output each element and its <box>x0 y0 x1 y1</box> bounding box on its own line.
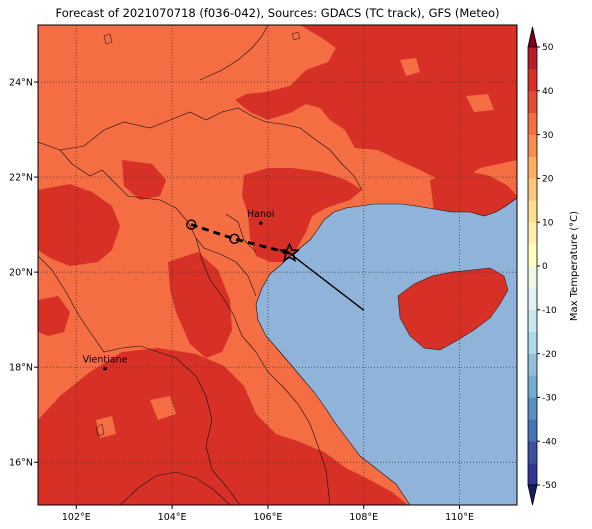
colorbar-segment <box>528 463 537 486</box>
forecast-track-line <box>190 223 290 255</box>
border-laos-north <box>59 149 257 297</box>
lake-3 <box>95 423 105 437</box>
colorbar-tick-label: 30 <box>542 131 554 141</box>
lake-1 <box>103 33 113 45</box>
lat-tick-label: 20°N <box>9 268 33 279</box>
patch-south <box>150 396 176 420</box>
colorbar-segment <box>528 375 537 398</box>
forecast-point <box>186 219 197 230</box>
current-position-star <box>278 242 301 263</box>
lat-tick-label: 24°N <box>9 78 33 89</box>
lon-tick-label: 106°E <box>253 512 282 523</box>
max-temp-20-30-patches <box>96 58 494 438</box>
colorbar-segment <box>528 112 537 135</box>
tc-track <box>186 219 365 311</box>
border-laos-west <box>38 255 241 505</box>
country-borders <box>38 25 363 505</box>
north-hot-region <box>235 25 517 180</box>
border-vietnam-inner <box>225 213 257 253</box>
colorbar-segment <box>528 222 537 245</box>
patch-e <box>466 94 494 112</box>
lat-tick-label: 22°N <box>9 173 33 184</box>
map-frame <box>37 24 518 506</box>
thailand-hot-region <box>38 296 70 336</box>
colorbar-tick-label: 50 <box>542 43 554 53</box>
south-hot-region <box>38 348 408 505</box>
past-track-line <box>289 252 365 311</box>
colorbar-segment <box>528 244 537 267</box>
city-dot <box>258 221 263 225</box>
colorbar-tick-label: -50 <box>542 481 557 491</box>
colorbar-tick-label: 10 <box>542 218 554 228</box>
colorbar-segment <box>528 200 537 223</box>
colorbar-segment <box>528 309 537 332</box>
lon-tick-label: 110°E <box>445 512 474 523</box>
lon-tick-label: 102°E <box>62 512 91 523</box>
colorbar-segment <box>528 287 537 311</box>
lat-tick-label: 18°N <box>9 363 33 374</box>
colorbar-tick-label: -30 <box>542 394 557 404</box>
map-title: Forecast of 2021070718 (f036-042), Sourc… <box>55 6 500 20</box>
colorbar-segment <box>528 397 537 420</box>
lon-tick-label: 104°E <box>158 512 187 523</box>
hainan-island <box>397 267 509 351</box>
colorbar-tick-label: -20 <box>542 350 557 360</box>
lat-tick-label: 16°N <box>9 458 33 469</box>
colorbar-label: Max Temperature (°C) <box>569 211 580 321</box>
colorbar-segment <box>528 331 537 354</box>
colorbar-segment <box>528 353 537 376</box>
north-laos-hot-region <box>122 160 166 200</box>
colorbar-tick-label: 20 <box>542 175 554 185</box>
colorbar-segment <box>528 156 537 179</box>
colorbar-segment <box>528 134 537 157</box>
border-china-vietnam <box>38 107 363 191</box>
coastline <box>255 197 517 505</box>
colorbar-extend-high <box>527 26 538 48</box>
max-temp-30-40-regions <box>38 25 517 505</box>
west-hot-region <box>38 184 120 266</box>
colorbar-segment <box>528 47 537 70</box>
tonkin-coast-hot-region <box>242 168 362 262</box>
colorbar-ticks: -50 -40 -30 -20 -10 0 10 20 30 40 50 <box>537 43 557 491</box>
city-label: Hanoi <box>247 209 274 220</box>
colorbar-segment <box>528 266 537 289</box>
patch-ne <box>400 58 420 76</box>
colorbar-segment <box>528 178 537 201</box>
map-panel: Hanoi Vientiane 102°E 104°E 106°E 108°E 110°E… <box>9 24 518 523</box>
colorbar-segment <box>528 441 537 464</box>
colorbar-extend-low <box>527 484 538 506</box>
central-laos-hot-region <box>168 252 232 358</box>
colorbar: -50 -40 -30 -20 -10 0 10 20 30 40 50 Max Temperatu… <box>527 26 580 506</box>
colorbar-segment <box>528 90 537 113</box>
city-markers: Hanoi Vientiane <box>83 209 274 371</box>
axis-ticks: 102°E 104°E 106°E 108°E 110°E 16°N 18°N 20°N 22°… <box>9 78 474 523</box>
border-china-north <box>199 25 269 81</box>
lon-tick-label: 108°E <box>349 512 378 523</box>
colorbar-tick-label: 0 <box>542 262 548 272</box>
border-laos-vietnam <box>195 237 331 505</box>
lake-2 <box>291 31 301 41</box>
city-dot <box>103 366 107 371</box>
city-label: Vientiane <box>83 355 128 366</box>
gridlines <box>38 25 517 505</box>
patch-south-2 <box>96 416 116 438</box>
colorbar-tick-label: 40 <box>542 87 554 97</box>
colorbar-tick-label: -10 <box>542 306 557 316</box>
border-cambodia <box>119 471 231 505</box>
forecast-point <box>229 233 240 245</box>
colorbar-segment <box>528 68 537 92</box>
colorbar-tick-label: -40 <box>542 437 557 447</box>
colorbar-segments <box>528 47 537 486</box>
colorbar-segment <box>528 419 537 442</box>
forecast-points <box>186 219 240 245</box>
small-lakes <box>95 31 301 437</box>
